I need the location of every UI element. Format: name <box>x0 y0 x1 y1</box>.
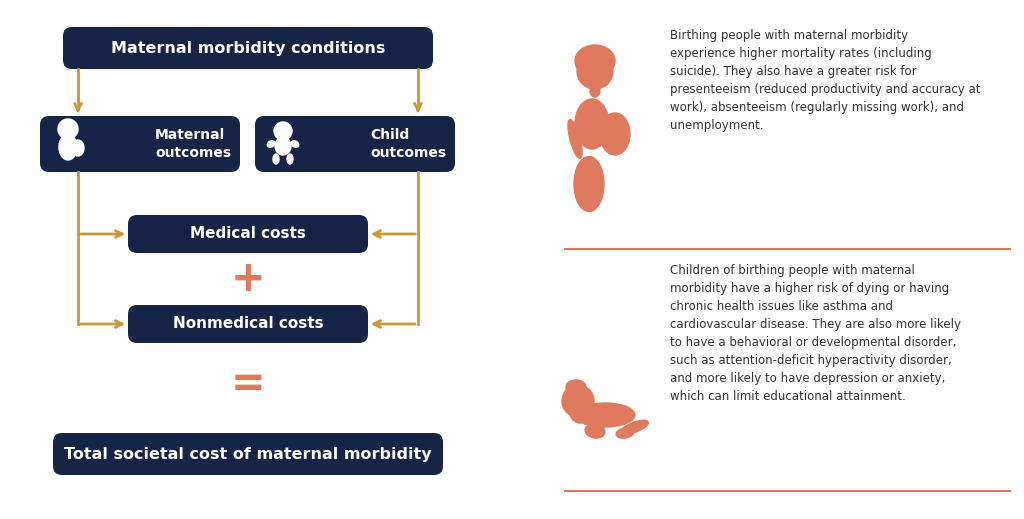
FancyBboxPatch shape <box>40 116 240 172</box>
Ellipse shape <box>575 403 635 427</box>
Text: Nonmedical costs: Nonmedical costs <box>173 317 324 332</box>
Circle shape <box>562 385 594 417</box>
Ellipse shape <box>291 141 299 147</box>
Ellipse shape <box>600 113 630 155</box>
Text: Children of birthing people with maternal
morbidity have a higher risk of dying : Children of birthing people with materna… <box>670 264 961 403</box>
Text: Child
outcomes: Child outcomes <box>370 128 446 160</box>
Ellipse shape <box>585 424 605 438</box>
Ellipse shape <box>616 428 634 438</box>
Circle shape <box>58 119 78 139</box>
Ellipse shape <box>575 99 609 149</box>
FancyBboxPatch shape <box>53 433 443 475</box>
Text: Total societal cost of maternal morbidity: Total societal cost of maternal morbidit… <box>65 446 432 461</box>
Circle shape <box>577 53 613 89</box>
FancyBboxPatch shape <box>255 116 455 172</box>
Ellipse shape <box>590 85 600 97</box>
Text: Medical costs: Medical costs <box>190 226 306 241</box>
Ellipse shape <box>569 395 591 423</box>
Ellipse shape <box>72 140 84 156</box>
Text: =: = <box>230 362 265 404</box>
FancyBboxPatch shape <box>128 215 368 253</box>
Ellipse shape <box>575 45 615 77</box>
Ellipse shape <box>574 157 604 212</box>
Ellipse shape <box>275 137 291 155</box>
Text: Maternal morbidity conditions: Maternal morbidity conditions <box>111 40 385 56</box>
Text: Maternal
outcomes: Maternal outcomes <box>155 128 231 160</box>
Circle shape <box>274 122 292 140</box>
FancyBboxPatch shape <box>63 27 433 69</box>
FancyBboxPatch shape <box>128 305 368 343</box>
Text: +: + <box>230 258 265 300</box>
Ellipse shape <box>273 154 279 164</box>
Ellipse shape <box>287 154 293 164</box>
Ellipse shape <box>267 141 274 147</box>
Ellipse shape <box>622 420 648 434</box>
Ellipse shape <box>568 120 582 158</box>
Ellipse shape <box>59 134 77 160</box>
Text: Birthing people with maternal morbidity
experience higher mortality rates (inclu: Birthing people with maternal morbidity … <box>670 29 981 132</box>
Ellipse shape <box>566 380 586 394</box>
